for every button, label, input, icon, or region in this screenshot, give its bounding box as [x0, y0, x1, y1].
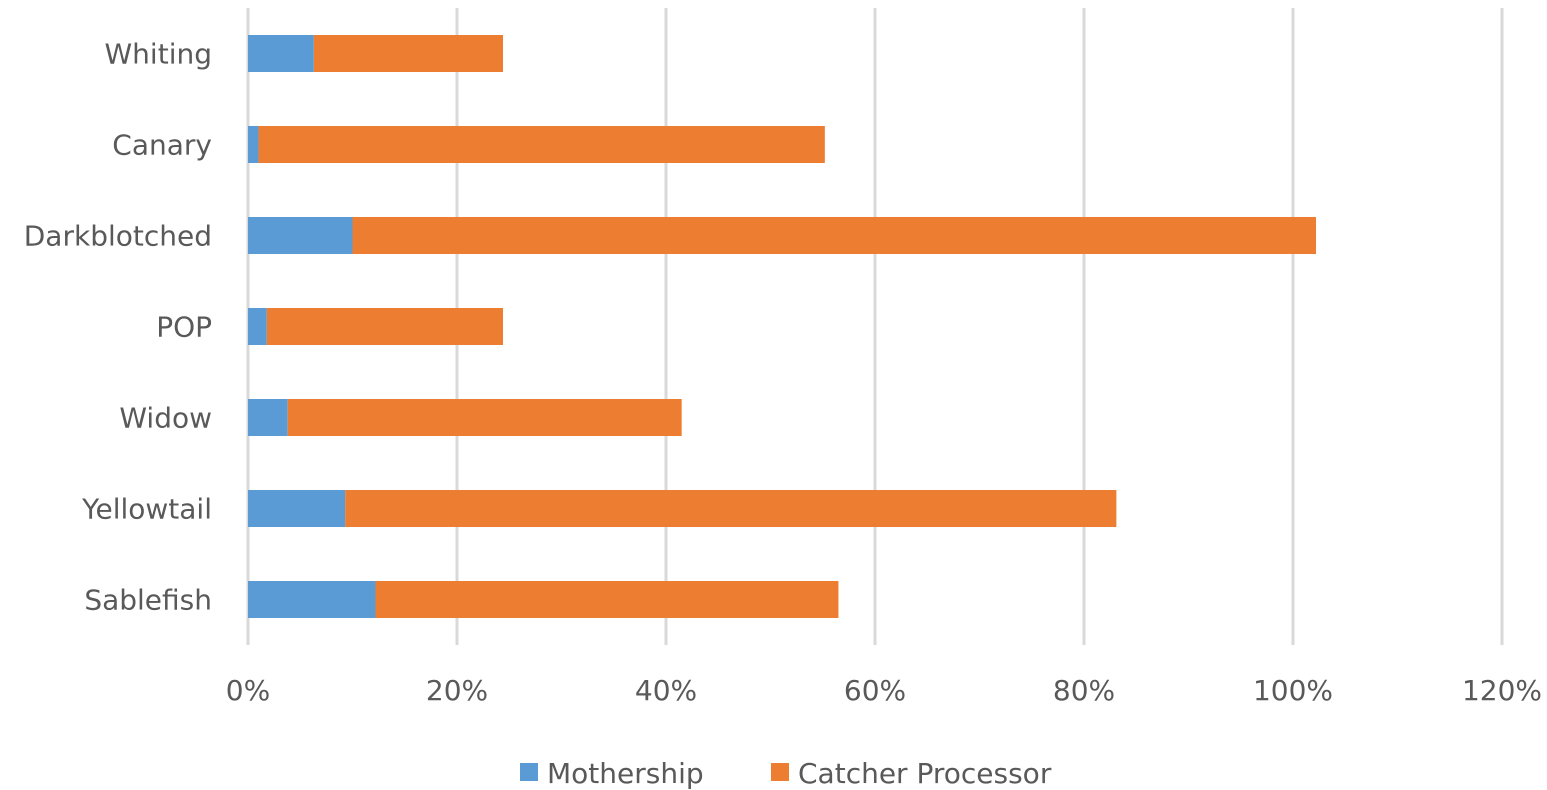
category-label-sablefish: Sablefish	[84, 584, 212, 617]
legend-label-mothership: Mothership	[547, 757, 704, 790]
bar-darkblotched-mothership	[248, 217, 353, 254]
bars	[248, 35, 1316, 618]
legend-label-catcher-processor: Catcher Processor	[798, 757, 1052, 790]
x-tick-label: 80%	[1053, 674, 1115, 707]
bar-yellowtail-mothership	[248, 490, 346, 527]
bar-pop-catcher-processor	[266, 308, 503, 345]
bar-widow-catcher-processor	[287, 399, 682, 436]
x-tick-label: 100%	[1253, 674, 1333, 707]
bar-whiting-mothership	[248, 35, 314, 72]
category-label-pop: POP	[156, 311, 212, 344]
category-label-widow: Widow	[119, 402, 212, 435]
bar-sablefish-catcher-processor	[375, 581, 839, 618]
x-tick-label: 60%	[844, 674, 906, 707]
legend: Mothership Catcher Processor	[520, 757, 1052, 790]
category-label-whiting: Whiting	[105, 38, 213, 71]
x-tick-label: 20%	[426, 674, 488, 707]
legend-swatch-mothership	[520, 763, 538, 781]
bar-yellowtail-catcher-processor	[345, 490, 1117, 527]
category-label-darkblotched: Darkblotched	[24, 220, 212, 253]
bar-darkblotched-catcher-processor	[352, 217, 1316, 254]
bar-whiting-catcher-processor	[313, 35, 503, 72]
bar-canary-mothership	[248, 126, 259, 163]
x-tick-label: 40%	[635, 674, 697, 707]
category-labels: Whiting Canary Darkblotched POP Widow Yellowt…	[24, 38, 212, 617]
x-tick-label: 120%	[1462, 674, 1542, 707]
gridlines	[246, 8, 1504, 645]
bar-canary-catcher-processor	[258, 126, 825, 163]
bar-widow-mothership	[248, 399, 288, 436]
bar-sablefish-mothership	[248, 581, 376, 618]
legend-swatch-catcher-processor	[771, 763, 789, 781]
x-tick-label: 0%	[226, 674, 270, 707]
category-label-yellowtail: Yellowtail	[81, 493, 212, 526]
category-label-canary: Canary	[112, 129, 212, 162]
x-tick-labels: 0% 20% 40% 60% 80% 100% 120%	[226, 674, 1542, 707]
bar-pop-mothership	[248, 308, 267, 345]
